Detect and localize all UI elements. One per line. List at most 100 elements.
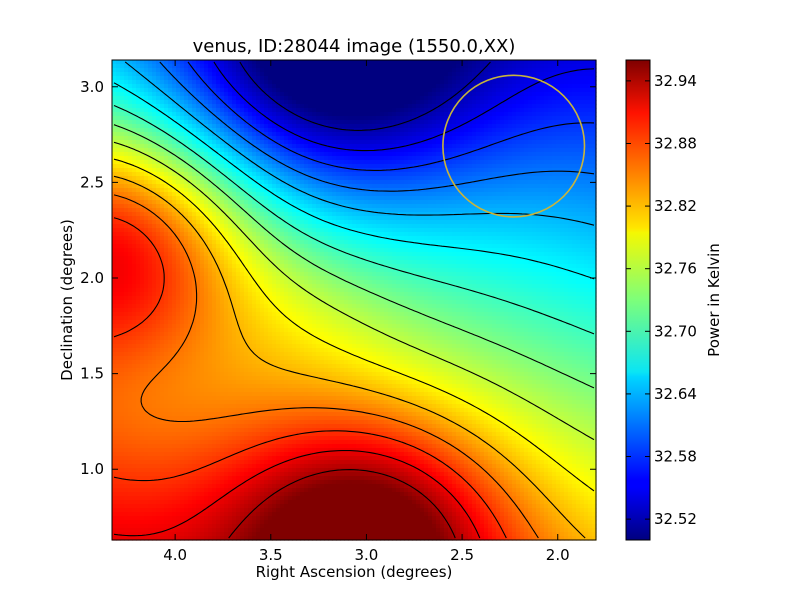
heatmap-cell <box>172 76 177 81</box>
heatmap-cell <box>468 120 473 125</box>
heatmap-cell <box>476 204 481 209</box>
heatmap-cell <box>508 116 513 121</box>
heatmap-cell <box>556 212 561 217</box>
heatmap-cell <box>584 164 589 169</box>
heatmap-cell <box>324 204 329 209</box>
heatmap-cell <box>280 96 285 101</box>
heatmap-cell <box>116 180 121 185</box>
heatmap-cell <box>344 136 349 141</box>
heatmap-cell <box>404 184 409 189</box>
heatmap-cell <box>412 120 417 125</box>
heatmap-cell <box>344 84 349 89</box>
heatmap-cell <box>440 68 445 73</box>
heatmap-cell <box>240 100 245 105</box>
heatmap-cell <box>580 208 585 213</box>
heatmap-cell <box>432 88 437 93</box>
heatmap-cell <box>116 116 121 121</box>
heatmap-cell <box>520 156 525 161</box>
heatmap-cell <box>376 92 381 97</box>
heatmap-cell <box>488 128 493 133</box>
heatmap-cell <box>300 92 305 97</box>
heatmap-cell <box>180 88 185 93</box>
heatmap-cell <box>548 200 553 205</box>
heatmap-cell <box>188 96 193 101</box>
heatmap-cell <box>348 144 353 149</box>
heatmap-cell <box>592 68 597 73</box>
heatmap-cell <box>392 100 397 105</box>
heatmap-cell <box>508 184 513 189</box>
heatmap-cell <box>456 108 461 113</box>
heatmap-cell <box>344 64 349 69</box>
heatmap-cell <box>568 132 573 137</box>
heatmap-cell <box>472 144 477 149</box>
heatmap-cell <box>244 132 249 137</box>
heatmap-cell <box>312 220 317 225</box>
heatmap-cell <box>188 104 193 109</box>
heatmap-cell <box>340 212 345 217</box>
heatmap-cell <box>544 104 549 109</box>
heatmap-cell <box>204 172 209 177</box>
heatmap-cell <box>168 60 173 65</box>
heatmap-cell <box>252 196 257 201</box>
heatmap-cell <box>420 196 425 201</box>
heatmap-cell <box>584 180 589 185</box>
heatmap-cell <box>516 212 521 217</box>
heatmap-cell <box>560 80 565 85</box>
heatmap-cell <box>192 196 197 201</box>
heatmap-cell <box>272 76 277 81</box>
heatmap-cell <box>384 216 389 221</box>
heatmap-cell <box>456 192 461 197</box>
heatmap-cell <box>408 132 413 137</box>
heatmap-cell <box>300 176 305 181</box>
heatmap-cell <box>124 224 129 229</box>
heatmap-cell <box>188 92 193 97</box>
heatmap-cell <box>408 140 413 145</box>
heatmap-cell <box>396 60 401 65</box>
heatmap-cell <box>476 148 481 153</box>
heatmap-cell <box>476 84 481 89</box>
heatmap-cell <box>312 64 317 69</box>
heatmap-cell <box>400 80 405 85</box>
heatmap-cell <box>536 120 541 125</box>
heatmap-cell <box>112 188 117 193</box>
heatmap-cell <box>264 192 269 197</box>
heatmap-cell <box>304 164 309 169</box>
heatmap-cell <box>472 184 477 189</box>
heatmap-cell <box>496 68 501 73</box>
heatmap-cell <box>356 168 361 173</box>
heatmap-cell <box>576 80 581 85</box>
heatmap-cell <box>268 180 273 185</box>
heatmap-cell <box>216 176 221 181</box>
heatmap-cell <box>236 220 241 225</box>
heatmap-cell <box>480 212 485 217</box>
heatmap-cell <box>248 76 253 81</box>
heatmap-cell <box>544 212 549 217</box>
heatmap-cell <box>200 104 205 109</box>
heatmap-cell <box>240 204 245 209</box>
heatmap-cell <box>588 64 593 69</box>
heatmap-cell <box>556 192 561 197</box>
heatmap-cell <box>552 204 557 209</box>
heatmap-cell <box>156 120 161 125</box>
heatmap-cell <box>588 92 593 97</box>
heatmap-cell <box>356 212 361 217</box>
heatmap-cell <box>508 212 513 217</box>
heatmap-cell <box>540 84 545 89</box>
heatmap-cell <box>232 172 237 177</box>
heatmap-cell <box>208 104 213 109</box>
heatmap-cell <box>404 176 409 181</box>
heatmap-cell <box>580 60 585 65</box>
heatmap-cell <box>124 176 129 181</box>
heatmap-cell <box>536 128 541 133</box>
heatmap-cell <box>488 104 493 109</box>
heatmap-cell <box>340 156 345 161</box>
heatmap-cell <box>296 204 301 209</box>
heatmap-cell <box>184 180 189 185</box>
heatmap-cell <box>256 112 261 117</box>
heatmap-cell <box>120 224 125 229</box>
heatmap-cell <box>272 124 277 129</box>
heatmap-cell <box>516 208 521 213</box>
heatmap-cell <box>316 144 321 149</box>
heatmap-cell <box>384 64 389 69</box>
heatmap-cell <box>236 124 241 129</box>
